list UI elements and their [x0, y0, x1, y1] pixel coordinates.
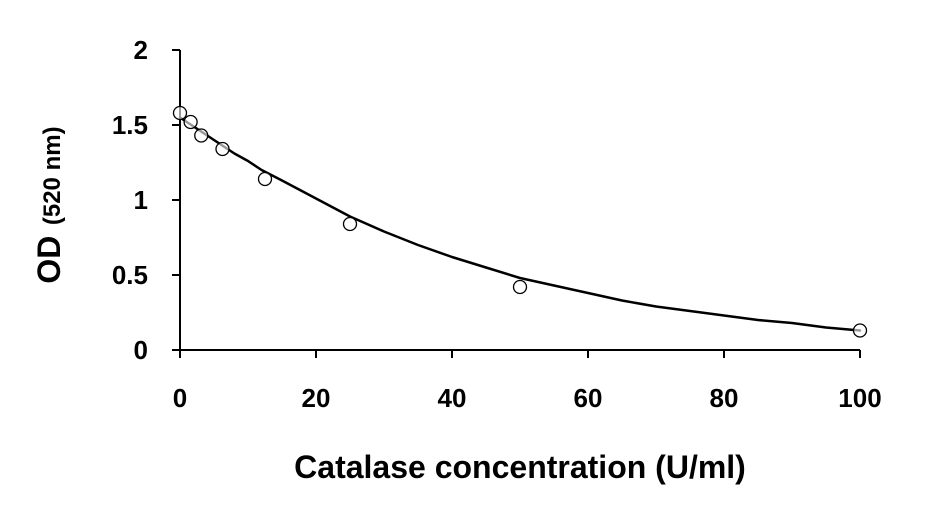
data-point	[257, 171, 273, 187]
y-tick-label: 1	[134, 185, 148, 215]
y-ticks: 0 0.5 1 1.5 2	[112, 35, 180, 365]
y-tick-label: 1.5	[112, 110, 148, 140]
x-ticks: 0 20 40 60 80 100	[173, 350, 882, 413]
data-point	[342, 216, 358, 232]
x-axis-title: Catalase concentration (U/ml)	[294, 449, 746, 485]
fit-curve-group	[178, 116, 862, 332]
x-tick-label: 40	[438, 383, 467, 413]
x-tick-label: 100	[838, 383, 881, 413]
x-tick-label: 0	[173, 383, 187, 413]
data-point	[512, 279, 528, 295]
x-tick-label: 20	[302, 383, 331, 413]
y-axis-title: OD (520 nm)	[31, 126, 67, 283]
y-axis-title-unit: (520 nm)	[39, 126, 66, 225]
y-tick-label: 0.5	[112, 260, 148, 290]
x-tick-label: 60	[574, 383, 603, 413]
data-point	[172, 105, 188, 121]
data-point	[194, 128, 209, 143]
x-tick-label: 80	[710, 383, 739, 413]
data-point	[183, 114, 198, 130]
data-point	[852, 323, 868, 338]
fit-curve	[178, 116, 862, 332]
y-tick-label: 2	[134, 35, 148, 65]
data-point	[215, 141, 230, 157]
data-points	[172, 105, 868, 338]
y-tick-label: 0	[134, 335, 148, 365]
y-axis-title-main: OD	[31, 236, 67, 284]
